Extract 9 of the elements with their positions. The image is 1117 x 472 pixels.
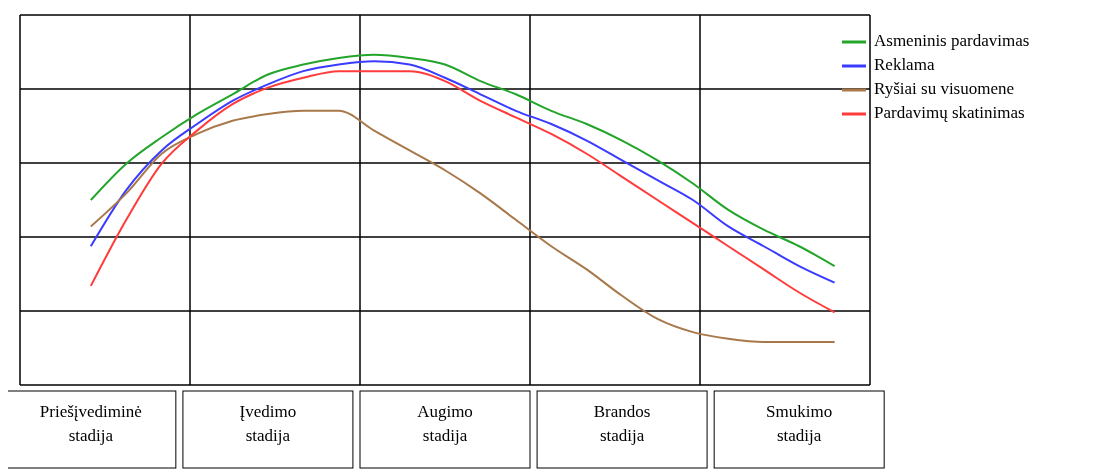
x-tick-label: Smukimo stadija — [766, 402, 833, 445]
x-tick-label: Priešįvediminė stadija — [39, 402, 142, 445]
x-tick-label: Brandos stadija — [593, 402, 651, 445]
legend-label: Asmeninis pardavimas — [874, 31, 1030, 50]
legend-label: Ryšiai su visuomene — [874, 79, 1015, 99]
x-tick-label: Įvedimo stadija — [239, 402, 297, 445]
x-tick-label: Augimo stadija — [417, 402, 473, 445]
legend-label: Reklama — [874, 55, 935, 75]
legend-label: Pardavimų skatinimas — [874, 103, 1025, 123]
